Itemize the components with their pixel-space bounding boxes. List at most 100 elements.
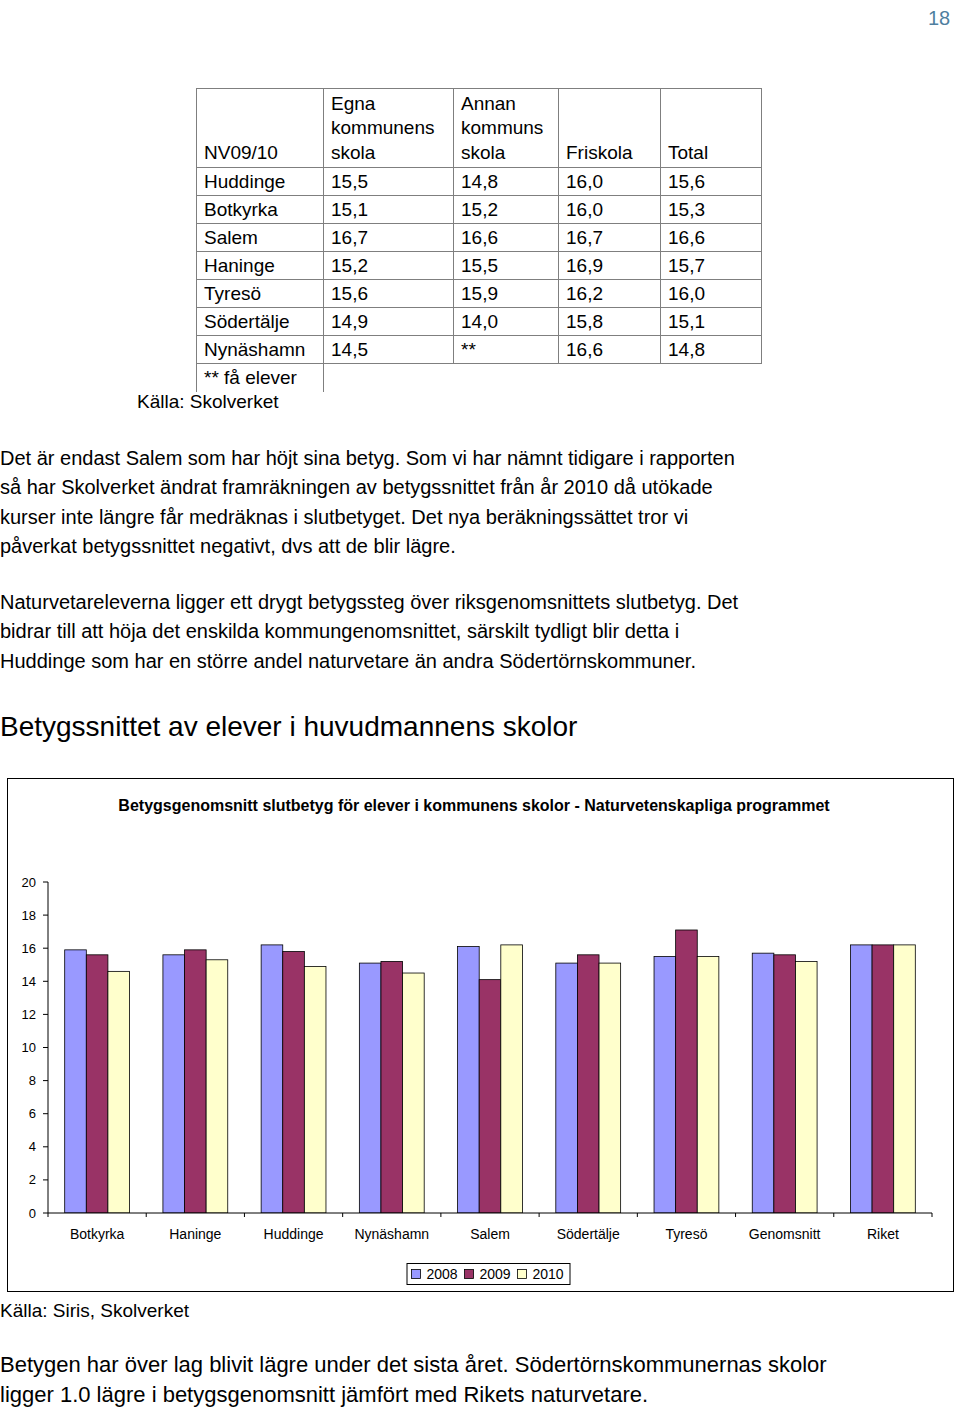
table-cell: 14,8 <box>660 335 762 364</box>
table-cell: 15,8 <box>558 307 661 336</box>
table-header-cell: NV09/10 <box>196 88 324 168</box>
page-number: 18 <box>928 6 950 30</box>
table-cell: Salem <box>196 223 324 252</box>
table-cell: 15,5 <box>323 167 454 196</box>
table-cell: 14,0 <box>453 307 559 336</box>
table-cell: 16,6 <box>558 335 661 364</box>
table-cell: 15,2 <box>323 251 454 280</box>
table-text: Tyresö <box>204 283 261 305</box>
paragraph-line: så har Skolverket ändrat framräkningen a… <box>0 475 713 499</box>
x-tick <box>932 1213 933 1217</box>
table-cell: Haninge <box>196 251 324 280</box>
table-text: 16,0 <box>566 199 603 221</box>
y-tick <box>43 915 48 916</box>
table-text: Total <box>668 141 708 166</box>
bar <box>206 960 228 1213</box>
paragraph-line: bidrar till att höja det enskilda kommun… <box>0 619 679 643</box>
paragraph-line: Det är endast Salem som har höjt sina be… <box>0 446 735 470</box>
bar <box>697 956 719 1213</box>
bar <box>283 952 305 1213</box>
y-tick-label: 16 <box>22 941 36 956</box>
table-text: 15,9 <box>461 283 498 305</box>
bar <box>381 961 403 1213</box>
paragraph-line: kurser inte längre får medräknas i slutb… <box>0 505 688 529</box>
bar <box>359 963 381 1213</box>
table-text: 15,6 <box>331 283 368 305</box>
y-tick-label: 2 <box>29 1172 36 1187</box>
table-text: 16,6 <box>668 227 705 249</box>
x-tick-label: Riket <box>867 1226 899 1242</box>
paragraph-line: Huddinge som har en större andel naturve… <box>0 649 696 673</box>
legend-swatch <box>412 1270 421 1279</box>
table-text: Nynäshamn <box>204 339 305 361</box>
bar <box>479 980 501 1213</box>
bar <box>556 963 578 1213</box>
table-text: 15,1 <box>331 199 368 221</box>
y-tick <box>43 1213 48 1214</box>
bar <box>752 953 774 1213</box>
table-text: 16,6 <box>461 227 498 249</box>
section-heading: Betygssnittet av elever i huvudmannens s… <box>0 710 577 744</box>
legend-label: 2010 <box>533 1266 564 1282</box>
table-cell: 15,9 <box>453 279 559 308</box>
table-text: Salem <box>204 227 258 249</box>
bar <box>304 966 326 1213</box>
bar <box>654 956 676 1213</box>
closing-line: Betygen har över lag blivit lägre under … <box>0 1352 827 1378</box>
y-tick <box>43 1146 48 1147</box>
x-tick-label: Salem <box>470 1226 510 1242</box>
y-tick <box>43 1014 48 1015</box>
table-text: Friskola <box>566 141 633 166</box>
table-text: 15,7 <box>668 255 705 277</box>
x-tick <box>342 1213 343 1217</box>
table-text: Egna kommunens skola <box>331 92 446 166</box>
table-text: Annan kommuns skola <box>461 92 551 166</box>
bars <box>65 930 916 1213</box>
y-tick-label: 14 <box>22 974 36 989</box>
table-header-cell: Annan kommuns skola <box>453 88 559 168</box>
legend-label: 2008 <box>427 1266 458 1282</box>
bar <box>577 955 599 1213</box>
table-text: 15,2 <box>331 255 368 277</box>
table-cell: 16,2 <box>558 279 661 308</box>
table-cell: Nynäshamn <box>196 335 324 364</box>
table-source: Källa: Skolverket <box>137 390 279 413</box>
x-tick <box>539 1213 540 1217</box>
table-cell: 16,7 <box>323 223 454 252</box>
y-tick <box>43 1113 48 1114</box>
table-cell: 14,9 <box>323 307 454 336</box>
x-tick <box>833 1213 834 1217</box>
y-tick-label: 8 <box>29 1073 36 1088</box>
y-tick-label: 0 <box>29 1206 36 1221</box>
table-text: 14,5 <box>331 339 368 361</box>
y-tick <box>43 1047 48 1048</box>
table-header-cell: Egna kommunens skola <box>323 88 454 168</box>
table-text: Södertälje <box>204 311 290 333</box>
table-text: 16,9 <box>566 255 603 277</box>
table-text: ** få elever <box>204 367 297 389</box>
table-text: 15,3 <box>668 199 705 221</box>
bar <box>458 947 480 1213</box>
table-cell: ** få elever <box>196 363 324 392</box>
y-tick-label: 12 <box>22 1007 36 1022</box>
y-tick-label: 4 <box>29 1139 36 1154</box>
table-text: Huddinge <box>204 171 285 193</box>
chart-title: Betygsgenomsnitt slutbetyg för elever i … <box>118 797 830 814</box>
bar <box>403 973 425 1213</box>
table-cell: 15,2 <box>453 195 559 224</box>
table-header-cell: Friskola <box>558 88 661 168</box>
table-cell: Huddinge <box>196 167 324 196</box>
table-cell: 16,9 <box>558 251 661 280</box>
bar <box>65 950 87 1213</box>
y-tick <box>43 1179 48 1180</box>
x-tick <box>146 1213 147 1217</box>
bar <box>774 955 796 1213</box>
bar <box>795 961 817 1213</box>
bar <box>261 945 283 1213</box>
table-cell: 16,6 <box>453 223 559 252</box>
table-cell: 16,0 <box>558 195 661 224</box>
bar <box>108 971 130 1213</box>
table-cell: 15,1 <box>660 307 762 336</box>
x-tick-label: Södertälje <box>557 1226 620 1242</box>
x-axis <box>48 1213 932 1214</box>
